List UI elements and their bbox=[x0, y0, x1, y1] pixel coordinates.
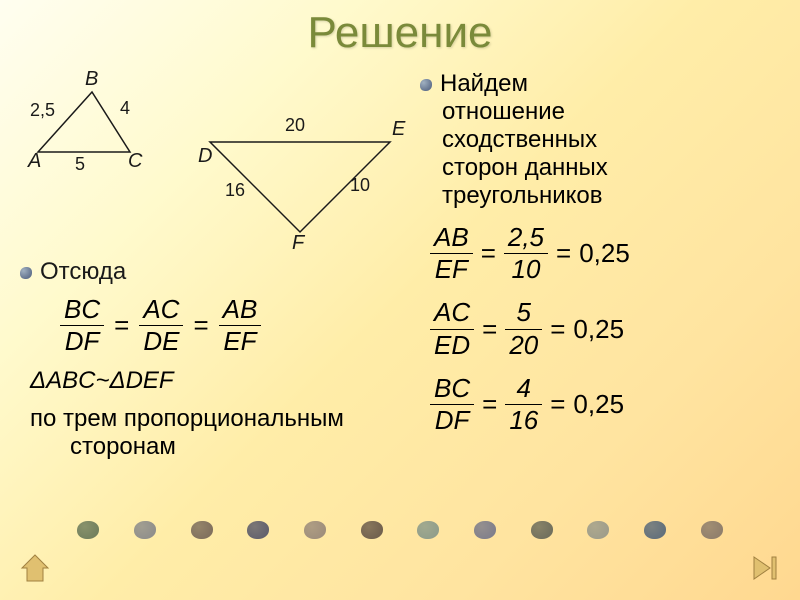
decorative-stones bbox=[0, 515, 800, 545]
stone bbox=[417, 521, 439, 539]
side-DF: 16 bbox=[225, 180, 245, 201]
right-column: Найдем отношение сходственных сторон дан… bbox=[420, 70, 780, 448]
stone bbox=[134, 521, 156, 539]
home-button[interactable] bbox=[15, 548, 55, 588]
stone bbox=[531, 521, 553, 539]
frac-n2: AC bbox=[139, 294, 183, 326]
right-line5: треугольников bbox=[442, 182, 780, 210]
side-AB: 2,5 bbox=[30, 100, 55, 121]
stone bbox=[474, 521, 496, 539]
ratio-list: ABEF=2,510=0,25 ACED=520=0,25 BCDF=416=0,2… bbox=[420, 222, 780, 436]
stone bbox=[77, 521, 99, 539]
stone bbox=[247, 521, 269, 539]
right-line4: сторон данных bbox=[442, 154, 780, 182]
left-column: A B C 2,5 4 5 D E F 20 16 10 Отсюда BCDF… bbox=[20, 70, 420, 461]
vertex-C: C bbox=[128, 150, 142, 173]
eq2: = bbox=[193, 310, 208, 341]
side-BC: 4 bbox=[120, 98, 130, 119]
frac-n3: AB bbox=[219, 294, 262, 326]
vertex-F: F bbox=[292, 232, 304, 255]
vertex-B: B bbox=[85, 68, 98, 91]
side-EF: 10 bbox=[350, 175, 370, 196]
left-fraction-equation: BCDF = ACDE = ABEF bbox=[60, 294, 420, 357]
stone bbox=[587, 521, 609, 539]
left-line3: по трем пропорциональным bbox=[30, 405, 420, 433]
vertex-D: D bbox=[198, 145, 212, 168]
side-AC: 5 bbox=[75, 154, 85, 175]
ratio-row-0: ABEF=2,510=0,25 bbox=[430, 222, 780, 285]
ratio-row-1: ACED=520=0,25 bbox=[430, 297, 780, 360]
frac-n1: BC bbox=[60, 294, 104, 326]
next-button[interactable] bbox=[745, 548, 785, 588]
page-title: Решение bbox=[0, 0, 800, 58]
stone bbox=[191, 521, 213, 539]
right-line2: отношение bbox=[442, 98, 780, 126]
ratio-row-2: BCDF=416=0,25 bbox=[430, 373, 780, 436]
right-line1: Найдем bbox=[420, 70, 780, 98]
frac-d1: DF bbox=[60, 326, 104, 357]
right-line3: сходственных bbox=[442, 126, 780, 154]
next-icon bbox=[748, 551, 782, 585]
eq1: = bbox=[114, 310, 129, 341]
vertex-E: E bbox=[392, 118, 405, 141]
triangle-diagram: A B C 2,5 4 5 D E F 20 16 10 bbox=[20, 70, 420, 250]
frac-d2: DE bbox=[139, 326, 183, 357]
stone bbox=[304, 521, 326, 539]
stone bbox=[644, 521, 666, 539]
vertex-A: A bbox=[28, 150, 41, 173]
stone bbox=[701, 521, 723, 539]
left-line1: Отсюда bbox=[20, 258, 420, 286]
left-line2: ΔABC~ΔDEF bbox=[30, 367, 420, 395]
frac-d3: EF bbox=[219, 326, 262, 357]
left-line4: сторонам bbox=[70, 433, 420, 461]
home-icon bbox=[18, 551, 52, 585]
stone bbox=[361, 521, 383, 539]
side-DE: 20 bbox=[285, 115, 305, 136]
